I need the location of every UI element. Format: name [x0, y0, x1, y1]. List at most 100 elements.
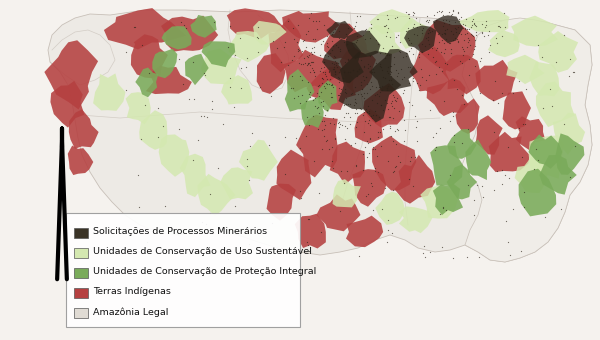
Polygon shape: [369, 49, 418, 91]
Point: [485, 42, 494, 48]
Point: [280, 134, 290, 140]
Point: [332, 64, 342, 69]
Point: [533, 42, 542, 48]
Point: [322, 44, 332, 49]
Point: [491, 36, 500, 41]
Point: [464, 37, 474, 42]
Bar: [74, 228, 88, 238]
Point: [373, 153, 382, 158]
Point: [469, 21, 478, 27]
Point: [464, 72, 473, 78]
Point: [267, 246, 277, 252]
Polygon shape: [139, 110, 167, 150]
Point: [410, 114, 419, 119]
Point: [417, 74, 427, 80]
Point: [437, 37, 447, 43]
Point: [365, 136, 375, 141]
Point: [440, 31, 450, 36]
Point: [412, 32, 422, 37]
Point: [218, 121, 227, 127]
Polygon shape: [538, 31, 578, 73]
Point: [469, 213, 478, 218]
Point: [438, 17, 448, 22]
Point: [405, 158, 415, 164]
Point: [267, 220, 277, 225]
Point: [334, 75, 343, 81]
Point: [451, 26, 461, 31]
Point: [497, 34, 507, 39]
Point: [380, 186, 389, 191]
Point: [346, 70, 355, 75]
Polygon shape: [370, 9, 413, 34]
Point: [223, 44, 233, 49]
Polygon shape: [400, 18, 428, 49]
Point: [389, 138, 398, 143]
Point: [320, 112, 329, 118]
Polygon shape: [529, 62, 559, 96]
Point: [356, 105, 365, 111]
Point: [329, 54, 339, 59]
Polygon shape: [506, 55, 544, 84]
Point: [352, 34, 361, 39]
Point: [334, 85, 344, 90]
Bar: [74, 268, 88, 278]
Point: [432, 10, 442, 15]
Polygon shape: [285, 69, 314, 112]
Point: [371, 112, 380, 118]
Polygon shape: [229, 31, 269, 62]
Point: [316, 68, 325, 74]
Point: [458, 46, 468, 51]
Point: [314, 82, 324, 87]
Point: [374, 17, 383, 22]
Point: [341, 59, 350, 65]
Point: [409, 21, 419, 27]
Point: [361, 193, 371, 199]
Point: [387, 81, 397, 87]
Point: [459, 37, 469, 42]
Point: [382, 239, 392, 245]
Point: [375, 89, 385, 95]
Point: [556, 206, 565, 211]
Point: [388, 92, 398, 98]
Point: [193, 138, 203, 143]
Point: [352, 13, 362, 19]
Polygon shape: [159, 134, 189, 177]
Point: [424, 19, 433, 24]
Point: [256, 84, 265, 89]
Point: [289, 85, 298, 91]
Point: [299, 38, 308, 43]
Point: [350, 99, 360, 104]
Point: [497, 182, 506, 187]
Point: [392, 126, 402, 132]
Point: [401, 10, 411, 15]
Point: [321, 73, 331, 78]
Point: [438, 204, 448, 210]
Point: [343, 48, 353, 53]
Point: [404, 15, 413, 21]
Point: [309, 49, 319, 54]
Point: [571, 143, 580, 148]
Text: Unidades de Conservação de Proteção Integral: Unidades de Conservação de Proteção Inte…: [93, 268, 316, 276]
Polygon shape: [475, 60, 518, 101]
Point: [320, 83, 329, 88]
Point: [499, 10, 508, 15]
Point: [342, 41, 352, 46]
Polygon shape: [410, 47, 449, 94]
Point: [342, 125, 352, 131]
Point: [339, 39, 349, 45]
Point: [404, 11, 413, 17]
Point: [121, 87, 131, 92]
Point: [280, 172, 290, 177]
Point: [184, 96, 194, 102]
Point: [350, 23, 360, 29]
Point: [478, 183, 487, 189]
Point: [568, 69, 577, 75]
Point: [490, 78, 500, 83]
Point: [321, 81, 331, 86]
Point: [493, 168, 502, 173]
Point: [252, 34, 262, 40]
Point: [352, 68, 362, 74]
Point: [382, 12, 391, 18]
Polygon shape: [433, 15, 463, 43]
Point: [343, 110, 353, 116]
